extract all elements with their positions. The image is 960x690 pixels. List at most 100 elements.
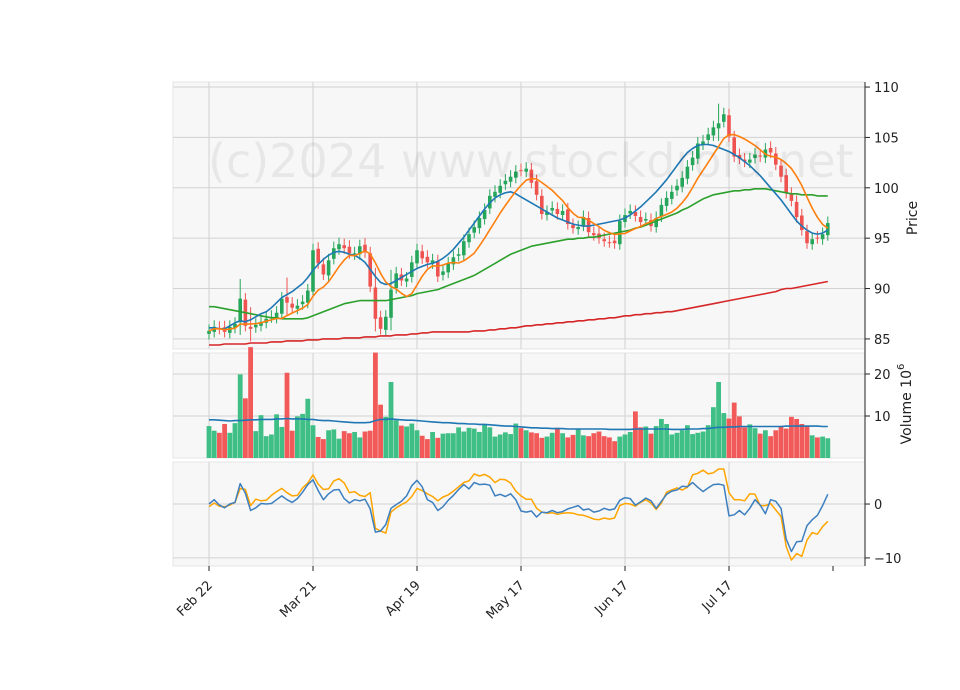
price-ytick-label: 100 xyxy=(874,182,899,197)
candle-body xyxy=(789,193,794,201)
candle-body xyxy=(794,201,799,218)
volume-bar xyxy=(752,428,758,458)
candle-body xyxy=(550,207,554,211)
candle-body xyxy=(815,237,820,239)
candle-body xyxy=(612,240,617,244)
volume-bar xyxy=(529,432,534,458)
candle-body xyxy=(456,254,461,256)
volume-bar xyxy=(622,434,628,458)
volume-bar xyxy=(679,430,685,458)
volume-bar xyxy=(705,425,711,458)
volume-bar xyxy=(721,413,727,458)
volume-bar xyxy=(445,433,451,458)
volume-ma-line xyxy=(209,417,828,431)
volume-bar xyxy=(357,437,363,458)
volume-bar xyxy=(773,430,779,458)
candle-body xyxy=(482,209,487,220)
volume-bar xyxy=(305,398,311,458)
indicator-panel: −10 0 xyxy=(172,461,901,567)
candle-body xyxy=(248,326,253,329)
candle-body xyxy=(810,239,814,245)
volume-bar xyxy=(601,436,607,458)
volume-bar xyxy=(690,434,695,458)
ma-short-line xyxy=(209,143,829,330)
volume-bar xyxy=(711,407,716,458)
candle-body xyxy=(555,208,560,214)
candle-body xyxy=(451,257,456,265)
candle-body xyxy=(566,209,570,225)
price-background xyxy=(172,81,866,350)
candle-body xyxy=(472,227,476,233)
ma-mid-line xyxy=(209,188,828,320)
volume-bar xyxy=(768,436,773,458)
volume-bar xyxy=(565,437,571,458)
volume-bar xyxy=(643,426,649,458)
indicator-ytick-label: −10 xyxy=(874,552,901,567)
candle-body xyxy=(602,239,606,242)
price-panel: 85 90 95 100 105 110 xyxy=(172,81,899,350)
volume-axis-label-text: Volume 10 xyxy=(899,370,915,444)
candle-body xyxy=(753,154,757,159)
volume-bar xyxy=(518,428,524,458)
volume-bar xyxy=(362,431,368,458)
volume-bar xyxy=(716,381,721,458)
volume-bar xyxy=(409,423,415,458)
volume-bar xyxy=(461,431,467,458)
candle-body xyxy=(779,165,783,177)
candle-body xyxy=(462,241,466,256)
volume-bar xyxy=(326,430,331,458)
candle-body xyxy=(540,195,544,214)
candle-body xyxy=(768,147,773,153)
candle-body xyxy=(571,225,575,229)
volume-bar xyxy=(321,439,326,458)
candle-body xyxy=(358,246,362,255)
candle-body xyxy=(316,248,320,264)
candles xyxy=(207,103,830,342)
candle-body xyxy=(633,211,638,217)
candle-body xyxy=(430,260,435,264)
candle-body xyxy=(524,168,528,172)
volume-bar xyxy=(471,428,477,458)
candle-body xyxy=(716,123,721,129)
candle-body xyxy=(664,197,669,206)
volume-bar xyxy=(789,416,794,458)
candle-body xyxy=(701,141,705,145)
volume-bar xyxy=(664,423,669,458)
volume-bar xyxy=(581,435,586,458)
price-ytick-label: 105 xyxy=(874,131,899,146)
candle-body xyxy=(659,204,664,217)
candle-body xyxy=(742,159,747,162)
volume-bar xyxy=(627,431,633,458)
volume-bar xyxy=(747,424,753,458)
volume-bar xyxy=(487,427,493,458)
volume-bar xyxy=(435,437,441,458)
candle-body xyxy=(576,227,580,230)
candle-body xyxy=(254,324,258,328)
volume-bar xyxy=(482,424,487,458)
candle-body xyxy=(722,114,726,122)
candle-body xyxy=(654,218,658,228)
candle-body xyxy=(415,250,419,264)
x-tick-label: Mar 21 xyxy=(277,578,320,621)
candle-body xyxy=(420,251,424,259)
candle-body xyxy=(295,305,300,309)
x-tick-label: Apr 19 xyxy=(383,578,424,619)
volume-bar xyxy=(378,404,383,458)
candle-body xyxy=(321,264,326,275)
candle-body xyxy=(410,262,414,277)
candle-body xyxy=(384,316,388,330)
volume-bar xyxy=(695,432,701,458)
indicator-orange-line xyxy=(208,468,829,561)
volume-bar xyxy=(222,423,227,458)
candle-body xyxy=(300,301,305,305)
candle-body xyxy=(238,298,242,323)
candle-body xyxy=(545,211,549,215)
volume-bar xyxy=(492,436,498,458)
candle-body xyxy=(696,143,700,159)
volume-bar xyxy=(737,416,742,458)
candle-body xyxy=(233,323,237,328)
volume-bar xyxy=(331,429,337,458)
volume-bar xyxy=(404,426,409,458)
volume-bar xyxy=(419,435,425,458)
candle-body xyxy=(337,244,341,250)
